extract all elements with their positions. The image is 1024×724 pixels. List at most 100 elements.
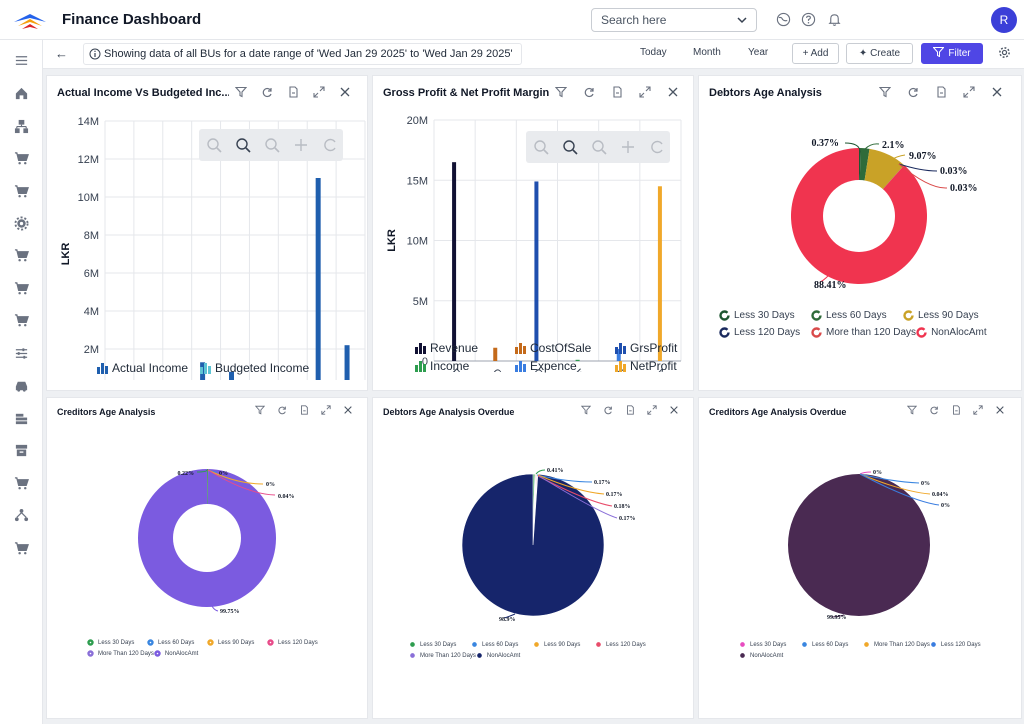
zoom-out-icon[interactable] [592,140,607,155]
expand-icon[interactable] [313,86,325,98]
filter-icon[interactable] [581,405,591,415]
legend-item[interactable]: NonAlocAmt [476,652,538,659]
legend-item[interactable]: Less 60 Days [147,639,207,646]
legend-item[interactable]: More than 120 Days [811,327,916,338]
legend-item[interactable]: Less 120 Days [719,327,811,338]
filter-button[interactable]: Filter [921,43,983,64]
sidebar-item-archive-icon[interactable] [14,443,29,458]
export-icon[interactable] [299,405,309,415]
sidebar-item-menu-icon[interactable] [14,53,29,68]
sidebar-item-stack-icon[interactable] [14,411,29,426]
legend-item[interactable]: CostOfSale [515,341,603,355]
legend-item[interactable]: Expence [515,359,603,373]
legend-item[interactable]: Less 60 Days [801,641,863,648]
zoom-select-icon[interactable] [563,140,578,155]
month-button[interactable]: Month [693,47,721,58]
legend-item[interactable]: Income [415,359,503,373]
sidebar-item-cart-icon[interactable] [14,151,29,166]
refresh-icon[interactable] [603,405,613,415]
help-icon[interactable] [801,12,816,27]
export-icon[interactable] [287,86,299,98]
sidebar-item-cart-icon[interactable] [14,281,29,296]
legend-item[interactable]: Less 120 Days [930,641,992,648]
expand-icon[interactable] [639,86,651,98]
legend-item[interactable]: Less 90 Days [533,641,595,648]
user-avatar[interactable]: R [991,7,1017,33]
bar[interactable] [493,347,498,361]
bar[interactable] [534,181,539,361]
refresh-icon[interactable] [583,86,595,98]
app-logo[interactable] [12,8,48,32]
close-icon[interactable] [667,86,679,98]
expand-icon[interactable] [321,405,331,415]
bar[interactable] [657,186,662,361]
create-button[interactable]: ✦ Create [846,43,913,64]
legend-item[interactable]: Less 30 Days [409,641,471,648]
pan-icon[interactable] [622,141,634,153]
legend-item[interactable]: NonAlocAmt [739,652,801,659]
globe-icon[interactable] [776,12,791,27]
sidebar-item-cart-icon[interactable] [14,541,29,556]
legend-item[interactable]: More Than 120 Days [409,652,476,659]
bar[interactable] [315,178,321,380]
legend-item[interactable]: Less 120 Days [267,639,327,646]
export-icon[interactable] [951,405,961,415]
expand-icon[interactable] [973,405,983,415]
legend-item[interactable]: Less 30 Days [719,310,811,321]
sidebar-item-home-icon[interactable] [14,86,29,101]
close-icon[interactable] [339,86,351,98]
zoom-in-icon[interactable] [207,138,222,153]
legend-item[interactable]: Less 60 Days [471,641,533,648]
expand-icon[interactable] [963,86,975,98]
back-arrow-icon[interactable]: ← [55,46,68,61]
bar[interactable] [575,359,580,361]
legend-item[interactable]: Actual Income [97,361,188,375]
add-button[interactable]: + Add [792,43,839,64]
expand-icon[interactable] [647,405,657,415]
export-icon[interactable] [611,86,623,98]
sidebar-item-sliders-icon[interactable] [14,346,29,361]
today-button[interactable]: Today [640,47,667,58]
legend-item[interactable]: More Than 120 Days [863,641,930,648]
legend-item[interactable]: Less 120 Days [595,641,657,648]
legend-item[interactable]: GrsProfit [615,341,693,355]
close-icon[interactable] [995,405,1005,415]
sidebar-item-cart-icon[interactable] [14,184,29,199]
legend-item[interactable]: Less 30 Days [87,639,147,646]
legend-item[interactable]: Budgeted Income [200,361,309,375]
legend-item[interactable]: Less 90 Days [207,639,267,646]
pan-icon[interactable] [295,139,307,151]
legend-item[interactable]: Less 30 Days [739,641,801,648]
refresh-icon[interactable] [929,405,939,415]
close-icon[interactable] [669,405,679,415]
bar[interactable] [452,162,457,361]
bar[interactable] [616,348,621,361]
close-icon[interactable] [343,405,353,415]
filter-icon[interactable] [555,86,567,98]
sidebar-item-settings-icon[interactable] [14,216,29,231]
legend-item[interactable]: NetProfit [615,359,693,373]
bar[interactable] [229,371,234,380]
legend-item[interactable]: Less 90 Days [903,310,995,321]
legend-item[interactable]: NonAlocAmt [916,327,1008,338]
filter-icon[interactable] [255,405,265,415]
refresh-icon[interactable] [907,86,919,98]
sidebar-item-cart-icon[interactable] [14,476,29,491]
sidebar-item-cart-icon[interactable] [14,248,29,263]
zoom-out-icon[interactable] [265,138,280,153]
reset-icon[interactable] [651,140,663,154]
export-icon[interactable] [935,86,947,98]
year-button[interactable]: Year [748,47,769,58]
close-icon[interactable] [991,86,1003,98]
refresh-icon[interactable] [277,405,287,415]
sidebar-item-cart-icon[interactable] [14,313,29,328]
sidebar-item-hierarchy-icon[interactable] [14,508,29,523]
sidebar-item-org-icon[interactable] [14,119,29,134]
zoom-select-icon[interactable] [236,138,251,153]
filter-icon[interactable] [235,86,247,98]
refresh-icon[interactable] [261,86,273,98]
filter-icon[interactable] [879,86,891,98]
legend-item[interactable]: Less 60 Days [811,310,903,321]
filter-icon[interactable] [907,405,917,415]
legend-item[interactable]: More Than 120 Days [87,650,154,657]
